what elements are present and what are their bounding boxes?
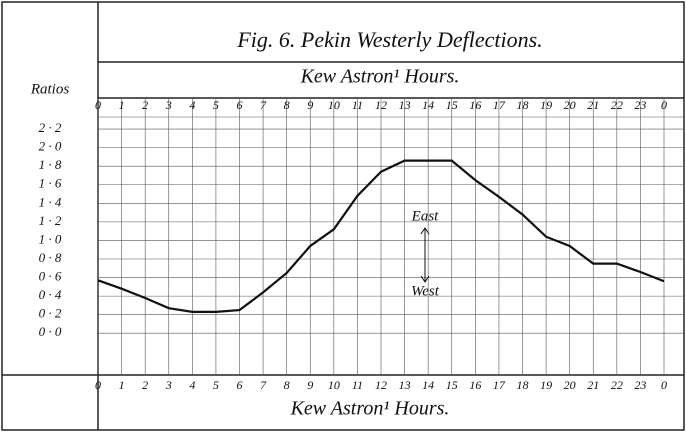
chart-title: Fig. 6. Pekin Westerly Deflections. [236, 27, 542, 52]
x-tick-label-bottom: 8 [284, 378, 290, 392]
x-tick-label-top: 23 [634, 98, 646, 112]
y-tick-label: 1 · 2 [39, 213, 62, 228]
x-tick-label-top: 6 [237, 98, 243, 112]
x-tick-label-bottom: 6 [237, 378, 243, 392]
y-tick-label: 2 · 0 [39, 139, 62, 154]
x-tick-label-top: 12 [375, 98, 387, 112]
x-tick-label-bottom: 23 [634, 378, 646, 392]
y-tick-label: 0 · 8 [39, 250, 62, 265]
x-tick-label-top: 0 [661, 98, 667, 112]
y-tick-label: 0 · 2 [39, 306, 62, 321]
annotation: West [411, 283, 440, 299]
x-tick-label-top: 16 [469, 98, 481, 112]
x-tick-label-bottom: 9 [307, 378, 313, 392]
y-tick-label: 0 · 6 [39, 269, 62, 284]
arrow-head [420, 227, 430, 283]
x-tick-label-top: 14 [422, 98, 434, 112]
x-tick-label-bottom: 4 [189, 378, 195, 392]
y-tick-label: 1 · 6 [39, 176, 62, 191]
y-axis-title: Ratios [30, 81, 69, 97]
x-tick-label-top: 3 [165, 98, 172, 112]
x-tick-label-bottom: 12 [375, 378, 387, 392]
x-tick-label-bottom: 7 [260, 378, 267, 392]
x-tick-label-top: 5 [213, 98, 219, 112]
x-tick-label-bottom: 22 [611, 378, 623, 392]
annotation: East [411, 208, 440, 224]
x-tick-label-top: 11 [352, 98, 363, 112]
x-tick-label-top: 21 [587, 98, 599, 112]
x-tick-label-top: 15 [446, 98, 458, 112]
x-tick-label-bottom: 20 [564, 378, 576, 392]
x-tick-label-bottom: 3 [165, 378, 172, 392]
x-tick-label-bottom: 0 [95, 378, 101, 392]
x-tick-label-bottom: 18 [517, 378, 529, 392]
y-tick-label: 0 · 0 [39, 324, 62, 339]
x-tick-label-bottom: 2 [142, 378, 148, 392]
x-tick-label-top: 9 [307, 98, 313, 112]
x-tick-label-bottom: 15 [446, 378, 458, 392]
x-tick-label-top: 18 [517, 98, 529, 112]
x-tick-label-top: 19 [540, 98, 552, 112]
x-tick-label-top: 20 [564, 98, 576, 112]
data-line [97, 159, 665, 313]
x-tick-label-bottom: 0 [661, 378, 667, 392]
x-tick-label-bottom: 17 [493, 378, 506, 392]
x-tick-label-top: 7 [260, 98, 267, 112]
x-tick-label-bottom: 1 [119, 378, 125, 392]
x-tick-label-top: 10 [328, 98, 340, 112]
x-tick-label-bottom: 14 [422, 378, 434, 392]
x-tick-label-bottom: 19 [540, 378, 552, 392]
x-tick-label-bottom: 13 [399, 378, 411, 392]
y-tick-label: 2 · 2 [39, 120, 62, 135]
x-tick-label-bottom: 11 [352, 378, 363, 392]
x-tick-label-top: 17 [493, 98, 506, 112]
x-tick-label-top: 0 [95, 98, 101, 112]
x-tick-label-top: 4 [189, 98, 195, 112]
x-tick-label-bottom: 10 [328, 378, 340, 392]
x-tick-label-top: 1 [119, 98, 125, 112]
y-tick-label: 1 · 4 [39, 194, 62, 209]
x-tick-label-bottom: 5 [213, 378, 219, 392]
x-axis-title-bottom: Kew Astron¹ Hours. [290, 398, 450, 420]
y-tick-label: 1 · 8 [39, 157, 62, 172]
x-tick-label-top: 8 [284, 98, 290, 112]
x-tick-label-top: 13 [399, 98, 411, 112]
x-tick-label-bottom: 16 [469, 378, 481, 392]
x-tick-label-bottom: 21 [587, 378, 599, 392]
x-axis-title-top: Kew Astron¹ Hours. [300, 66, 460, 88]
y-tick-label: 0 · 4 [39, 287, 62, 302]
x-tick-label-top: 2 [142, 98, 148, 112]
y-tick-label: 1 · 0 [39, 231, 62, 246]
x-tick-label-top: 22 [611, 98, 623, 112]
